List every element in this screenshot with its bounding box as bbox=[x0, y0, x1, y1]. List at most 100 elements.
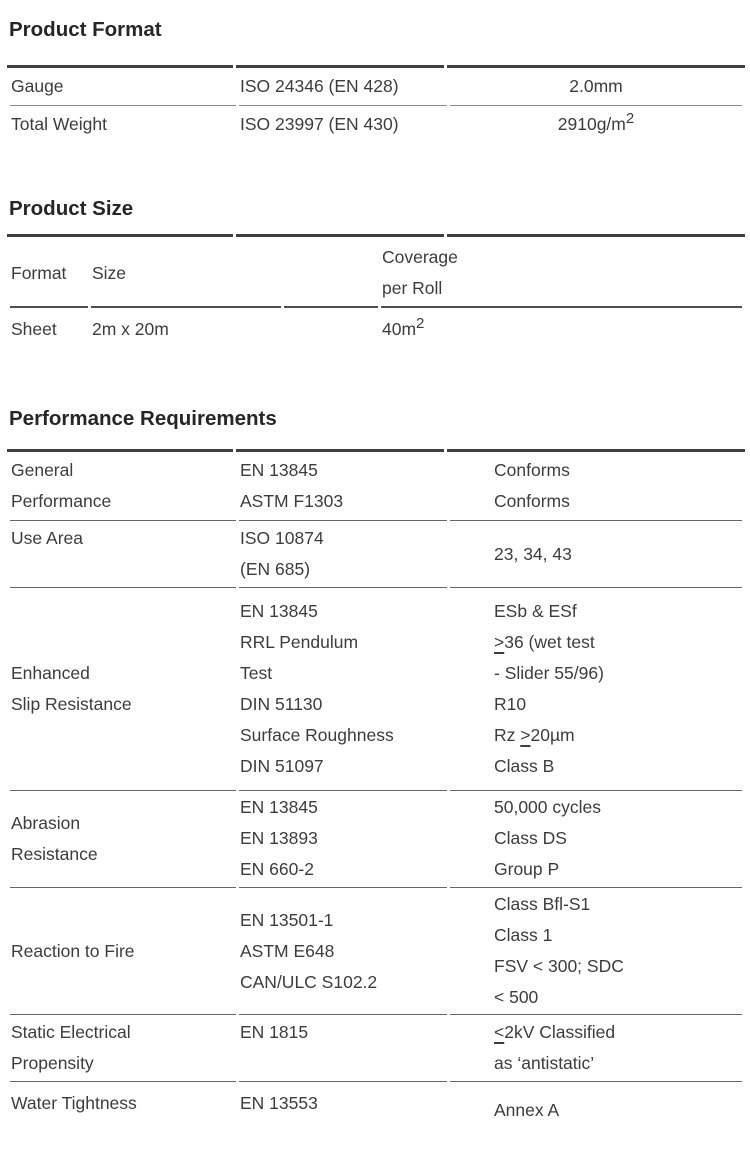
property-label-text: Slip Resistance bbox=[11, 694, 132, 714]
spacer bbox=[0, 223, 750, 234]
format-text: Sheet bbox=[11, 319, 57, 339]
product-format-table: Gauge ISO 24346 (EN 428) 2.0mm Total Wei… bbox=[7, 68, 745, 143]
coverage-text: 40m2 bbox=[382, 315, 425, 339]
value-text: 2.0mm bbox=[569, 76, 623, 96]
property-label-text: Reaction to Fire bbox=[11, 940, 135, 961]
coverage-cell: 40m2 bbox=[381, 308, 742, 355]
header-text: Size bbox=[92, 262, 127, 283]
standard-text: Test bbox=[240, 663, 273, 683]
standard-cell: ISO 23997 (EN 430) bbox=[239, 106, 447, 143]
result-text: Group P bbox=[494, 859, 560, 879]
header-text: Coverage bbox=[382, 247, 458, 267]
standard-text: DIN 51097 bbox=[240, 756, 324, 776]
table-row: Sheet 2m x 20m 40m2 bbox=[10, 308, 742, 355]
format-cell: Sheet bbox=[10, 308, 88, 355]
result-text: ESb & ESf bbox=[494, 601, 577, 621]
column-header-size: Size bbox=[91, 237, 281, 308]
spacer bbox=[0, 355, 750, 405]
property-label-text: Abrasion bbox=[11, 812, 81, 833]
result-cell: Class Bfl-S1 Class 1 FSV < 300; SDC < 50… bbox=[450, 888, 742, 1015]
standard-text: EN 13893 bbox=[240, 828, 318, 848]
header-text: per Roll bbox=[382, 278, 443, 298]
rule-segment bbox=[447, 449, 745, 452]
result-text: Conforms bbox=[494, 460, 570, 480]
result-text: < 500 bbox=[494, 987, 539, 1007]
value-cell: 2910g/m2 bbox=[450, 106, 742, 143]
rule-segment bbox=[236, 234, 444, 237]
result-text: Conforms bbox=[494, 491, 570, 511]
result-cell: <2kV Classified as ‘antistatic’ bbox=[450, 1015, 742, 1082]
header-text: Format bbox=[11, 262, 67, 283]
standard-cell: EN 13553 bbox=[239, 1082, 447, 1166]
standard-text: ISO 24346 (EN 428) bbox=[240, 76, 399, 96]
property-label: Water Tightness bbox=[10, 1082, 236, 1166]
rule-segment bbox=[7, 234, 233, 237]
result-text: Class DS bbox=[494, 828, 567, 848]
result-text: <2kV Classified bbox=[494, 1022, 616, 1042]
property-label-text: Static Electrical bbox=[11, 1022, 131, 1042]
size-cell: 2m x 20m bbox=[91, 308, 281, 355]
property-label-text: Propensity bbox=[11, 1053, 94, 1073]
section-title-product-size: Product Size bbox=[9, 197, 134, 220]
result-cell: Conforms Conforms bbox=[450, 452, 742, 521]
standard-cell: EN 13845 EN 13893 EN 660-2 bbox=[239, 791, 447, 888]
result-text: - Slider 55/96) bbox=[494, 663, 604, 683]
empty-header-cell bbox=[284, 237, 378, 308]
standard-cell: ISO 10874 (EN 685) bbox=[239, 521, 447, 588]
rule-segment bbox=[236, 65, 444, 68]
table-row-abrasion-resistance: Abrasion Resistance EN 13845 EN 13893 EN… bbox=[10, 791, 742, 888]
standard-text: EN 13845 bbox=[240, 601, 318, 621]
performance-table: General Performance EN 13845 ASTM F1303 … bbox=[7, 452, 745, 1166]
result-cell: 23, 34, 43 bbox=[450, 521, 742, 588]
table-top-rule bbox=[7, 234, 745, 237]
size-text: 2m x 20m bbox=[92, 319, 169, 339]
column-header-format: Format bbox=[10, 237, 88, 308]
standard-text: EN 13501-1 bbox=[240, 909, 334, 930]
standard-text: ISO 10874 bbox=[240, 528, 324, 548]
spacer bbox=[0, 44, 750, 65]
table-row: Total Weight ISO 23997 (EN 430) 2910g/m2 bbox=[10, 106, 742, 143]
standard-text: RRL Pendulum bbox=[240, 632, 359, 652]
standard-cell: EN 13845 RRL Pendulum Test DIN 51130 Sur… bbox=[239, 588, 447, 791]
property-label: Abrasion Resistance bbox=[10, 791, 236, 888]
result-text: Class 1 bbox=[494, 925, 553, 945]
rule-segment bbox=[7, 449, 233, 452]
standard-text: ASTM F1303 bbox=[240, 491, 344, 511]
standard-text: EN 13553 bbox=[240, 1093, 318, 1113]
result-cell: 50,000 cycles Class DS Group P bbox=[450, 791, 742, 888]
rule-segment bbox=[447, 65, 745, 68]
property-label-text: Use Area bbox=[11, 528, 83, 548]
standard-text: ASTM E648 bbox=[240, 940, 335, 961]
property-label: Gauge bbox=[10, 68, 236, 106]
result-text: >36 (wet test bbox=[494, 632, 595, 652]
property-label-text: Resistance bbox=[11, 843, 98, 864]
spacer bbox=[0, 143, 750, 195]
result-cell: Annex A bbox=[450, 1082, 742, 1166]
table-top-rule bbox=[7, 449, 745, 452]
spacer bbox=[0, 433, 750, 449]
property-label: Total Weight bbox=[10, 106, 236, 143]
result-text: as ‘antistatic’ bbox=[494, 1053, 595, 1073]
superscript: 2 bbox=[625, 110, 635, 127]
result-text: R10 bbox=[494, 694, 527, 714]
standard-text: CAN/ULC S102.2 bbox=[240, 971, 378, 992]
rule-segment bbox=[7, 65, 233, 68]
standard-text: EN 1815 bbox=[240, 1022, 309, 1042]
standard-text: EN 13845 bbox=[240, 797, 318, 817]
result-text: Class Bfl-S1 bbox=[494, 894, 591, 914]
result-text: Annex A bbox=[494, 1100, 560, 1120]
table-row-static-electrical: Static Electrical Propensity EN 1815 <2k… bbox=[10, 1015, 742, 1082]
rule-segment bbox=[447, 234, 745, 237]
standard-text: (EN 685) bbox=[240, 559, 311, 579]
standard-text: Surface Roughness bbox=[240, 725, 394, 745]
property-label: Use Area bbox=[10, 521, 236, 588]
property-label: Reaction to Fire bbox=[10, 888, 236, 1015]
value-text: 2910g/m2 bbox=[557, 110, 635, 134]
result-text: 50,000 cycles bbox=[494, 797, 602, 817]
property-label: Enhanced Slip Resistance bbox=[10, 588, 236, 791]
result-text: Class B bbox=[494, 756, 555, 776]
column-header-coverage: Coverage per Roll bbox=[381, 237, 742, 308]
table-top-rule bbox=[7, 65, 745, 68]
table-row-water-tightness: Water Tightness EN 13553 Annex A bbox=[10, 1082, 742, 1166]
standard-text: EN 13845 bbox=[240, 460, 318, 480]
